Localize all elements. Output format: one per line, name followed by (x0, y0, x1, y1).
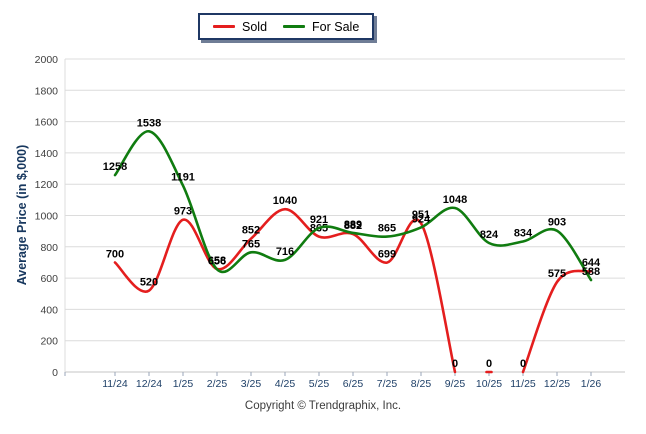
svg-text:1000: 1000 (35, 211, 59, 223)
svg-text:903: 903 (548, 217, 566, 229)
y-axis-title: Average Price (in $,000) (15, 144, 29, 286)
svg-text:1200: 1200 (35, 179, 59, 191)
legend-label-for-sale: For Sale (312, 19, 360, 34)
svg-text:852: 852 (242, 225, 260, 237)
svg-text:1191: 1191 (171, 172, 195, 184)
svg-text:973: 973 (174, 206, 192, 218)
copyright-text: Copyright © Trendgraphix, Inc. (244, 400, 402, 412)
svg-text:520: 520 (140, 277, 158, 289)
svg-text:400: 400 (40, 304, 58, 316)
svg-text:834: 834 (514, 227, 533, 239)
svg-text:921: 921 (310, 214, 328, 226)
svg-text:575: 575 (548, 268, 566, 280)
svg-text:800: 800 (40, 242, 58, 254)
svg-text:9/25: 9/25 (445, 378, 466, 390)
svg-text:8/25: 8/25 (411, 378, 432, 390)
svg-text:656: 656 (208, 255, 226, 267)
svg-text:0: 0 (452, 358, 458, 370)
svg-text:11/24: 11/24 (102, 378, 128, 390)
svg-text:11/25: 11/25 (510, 378, 536, 390)
y-axis-labels: 0 200 400 600 800 1000 1200 1400 1600 1800 2000 (35, 54, 59, 379)
svg-text:882: 882 (344, 220, 362, 232)
svg-text:2/25: 2/25 (207, 378, 228, 390)
svg-text:6/25: 6/25 (343, 378, 364, 390)
svg-text:5/25: 5/25 (309, 378, 330, 390)
svg-text:4/25: 4/25 (275, 378, 296, 390)
svg-text:1258: 1258 (103, 161, 127, 173)
svg-text:588: 588 (582, 266, 600, 278)
svg-text:889: 889 (344, 219, 362, 231)
chart-legend: Sold For Sale (198, 13, 375, 40)
svg-text:924: 924 (412, 213, 431, 225)
svg-text:0: 0 (52, 367, 58, 379)
svg-text:200: 200 (40, 336, 58, 348)
svg-text:716: 716 (276, 246, 294, 258)
x-axis-ticks (64, 372, 592, 376)
svg-text:3/25: 3/25 (241, 378, 262, 390)
svg-text:824: 824 (480, 229, 499, 241)
svg-text:644: 644 (582, 257, 601, 269)
svg-text:1538: 1538 (137, 117, 161, 129)
svg-text:2000: 2000 (35, 54, 59, 66)
gridlines (64, 58, 625, 373)
svg-text:12/25: 12/25 (544, 378, 570, 390)
for-sale-value-labels: 1258 1538 1191 656 765 716 921 889 865 924 1048 824… (103, 117, 600, 278)
svg-text:699: 699 (378, 249, 396, 261)
svg-text:1/25: 1/25 (173, 378, 194, 390)
svg-text:1040: 1040 (273, 195, 297, 207)
svg-text:1/26: 1/26 (581, 378, 602, 390)
svg-text:700: 700 (106, 248, 124, 260)
svg-text:951: 951 (412, 209, 430, 221)
legend-label-sold: Sold (242, 19, 268, 34)
svg-text:10/25: 10/25 (476, 378, 502, 390)
svg-text:7/25: 7/25 (377, 378, 398, 390)
svg-text:0: 0 (520, 358, 526, 370)
for-sale-line (113, 130, 593, 282)
svg-text:1400: 1400 (35, 148, 59, 160)
legend-item-for-sale: For Sale (283, 20, 359, 34)
sold-line-swatch-icon (213, 25, 235, 28)
x-axis-labels: 11/24 12/24 1/25 2/25 3/25 4/25 5/25 6/25 7/25 8/… (102, 378, 601, 390)
svg-text:1600: 1600 (35, 117, 59, 129)
legend-item-sold: Sold (213, 20, 267, 34)
svg-text:865: 865 (378, 223, 396, 235)
svg-text:12/24: 12/24 (136, 378, 162, 390)
for-sale-line-swatch-icon (283, 25, 306, 28)
svg-text:600: 600 (40, 273, 58, 285)
sold-line (113, 207, 593, 374)
svg-text:1048: 1048 (443, 194, 467, 206)
svg-text:1800: 1800 (35, 85, 59, 97)
svg-text:0: 0 (486, 358, 492, 370)
svg-text:765: 765 (242, 238, 260, 250)
